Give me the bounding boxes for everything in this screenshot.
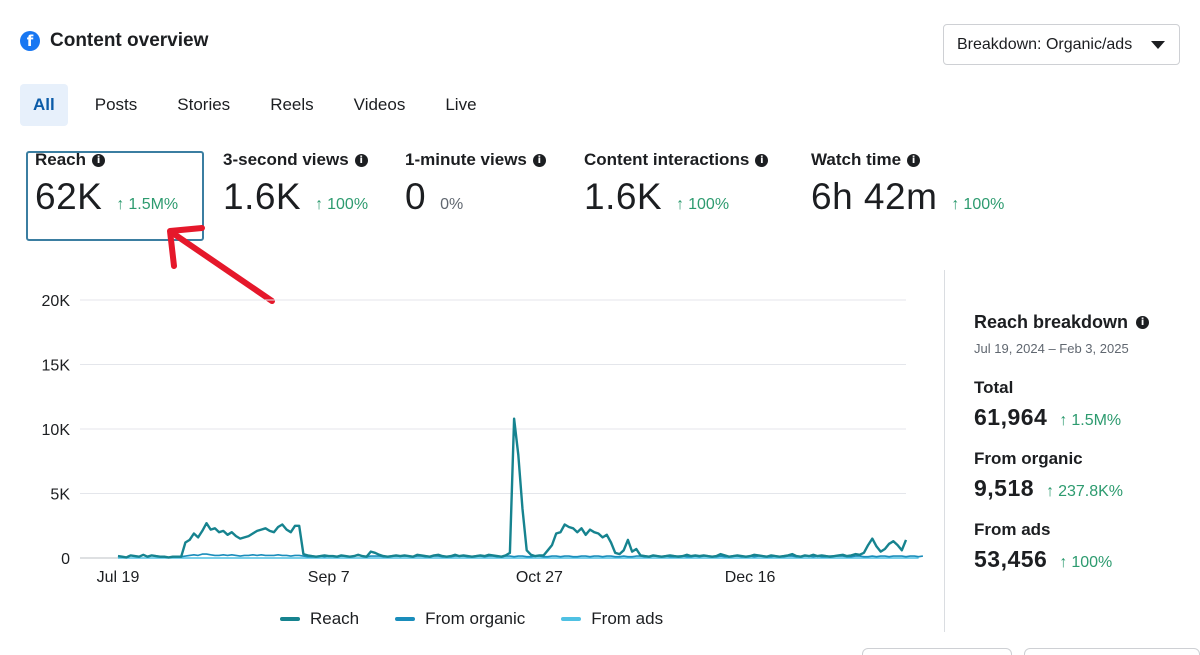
breakdown-dropdown[interactable]: Breakdown: Organic/ads <box>943 24 1180 65</box>
metric-value: 1.6K <box>223 176 302 217</box>
y-tick-label: 15K <box>42 358 71 375</box>
legend-label: Reach <box>310 609 360 628</box>
breakdown-organic: From organic 9,518 ↑ 237.8K% <box>974 449 1184 502</box>
reach-chart: 0 5K 10K 15K 20K Jul 19 Sep 7 Oct 27 Dec 16 <box>0 270 930 655</box>
legend-label: From organic <box>425 609 526 628</box>
metric-label: Reach <box>35 150 87 169</box>
metric-label: 1-minute views <box>405 150 527 169</box>
breakdown-ads: From ads 53,456 ↑ 100% <box>974 520 1184 573</box>
y-tick-label: 10K <box>42 422 71 439</box>
x-tick-label: Jul 19 <box>97 569 140 586</box>
x-tick-label: Dec 16 <box>725 569 776 586</box>
breakdown-delta: ↑ 1.5M% <box>1059 412 1121 430</box>
arrow-up-icon: ↑ <box>676 196 685 213</box>
breakdown-dropdown-label: Breakdown: Organic/ads <box>957 35 1133 53</box>
info-icon[interactable]: i <box>907 153 921 167</box>
y-tick-label: 5K <box>50 487 70 504</box>
tab-videos[interactable]: Videos <box>353 95 406 114</box>
metric-value: 0 <box>405 176 427 217</box>
breakdown-value: 9,518 <box>974 475 1035 501</box>
annotation-arrow-head <box>167 225 205 269</box>
metric-3-second-views[interactable]: 3-second views i 1.6K ↑ 100% <box>223 150 368 218</box>
info-icon[interactable]: i <box>755 153 769 167</box>
metric-delta-value: 100% <box>963 196 1005 213</box>
metric-value: 6h 42m <box>811 176 938 217</box>
info-icon[interactable]: i <box>92 153 106 167</box>
metric-value: 1.6K <box>584 176 663 217</box>
arrow-up-icon: ↑ <box>1059 554 1068 571</box>
metric-delta: ↑ 100% <box>315 196 368 214</box>
y-tick-label: 0 <box>61 551 70 568</box>
metric-delta: 0% <box>440 196 463 214</box>
metric-value: 62K <box>35 176 103 217</box>
content-type-tabs: All Posts Stories Reels Videos Live <box>20 84 504 126</box>
tab-stories[interactable]: Stories <box>177 95 231 114</box>
metric-delta: ↑ 100% <box>676 196 729 214</box>
x-tick-label: Oct 27 <box>516 569 563 586</box>
breakdown-label: From organic <box>974 449 1083 468</box>
metric-1-minute-views[interactable]: 1-minute views i 0 0% <box>405 150 546 218</box>
tab-posts[interactable]: Posts <box>94 95 138 114</box>
arrow-up-icon: ↑ <box>1059 412 1068 429</box>
breakdown-delta: ↑ 100% <box>1059 554 1112 572</box>
legend-item-from-ads[interactable]: From ads <box>561 609 663 629</box>
breakdown-delta-value: 100% <box>1071 554 1113 571</box>
legend-swatch <box>280 617 300 621</box>
metric-label: Content interactions <box>584 150 750 169</box>
metric-delta-value: 0% <box>440 196 464 213</box>
page-header: f Content overview <box>20 30 208 52</box>
legend-swatch <box>561 617 582 621</box>
y-tick-label: 20K <box>42 293 71 310</box>
legend-item-reach[interactable]: Reach <box>280 609 359 629</box>
metric-delta: ↑ 100% <box>951 196 1004 214</box>
breakdown-value: 53,456 <box>974 546 1048 572</box>
breakdown-delta: ↑ 237.8K% <box>1046 483 1123 501</box>
breakdown-total: Total 61,964 ↑ 1.5M% <box>974 378 1184 431</box>
metric-label: Watch time <box>811 150 902 169</box>
vertical-divider <box>944 270 945 632</box>
footer-button[interactable] <box>862 648 1012 655</box>
info-icon[interactable]: i <box>354 153 368 167</box>
legend-item-from-organic[interactable]: From organic <box>395 609 525 629</box>
reach-line-chart: 0 5K 10K 15K 20K Jul 19 Sep 7 Oct 27 Dec 16 <box>42 293 924 586</box>
arrow-up-icon: ↑ <box>116 196 125 213</box>
legend-label: From ads <box>591 609 664 628</box>
metric-watch-time[interactable]: Watch time i 6h 42m ↑ 100% <box>811 150 1004 218</box>
annotation-arrow-shaft <box>171 231 275 304</box>
caret-down-icon <box>1151 40 1165 49</box>
metric-delta: ↑ 1.5M% <box>116 196 178 214</box>
date-range: Jul 19, 2024 – Feb 3, 2025 <box>974 341 1129 356</box>
reach-breakdown-panel: Reach breakdown i Jul 19, 2024 – Feb 3, 2… <box>974 312 1184 573</box>
legend-swatch <box>395 617 416 621</box>
tab-live[interactable]: Live <box>445 95 477 114</box>
metric-content-interactions[interactable]: Content interactions i 1.6K ↑ 100% <box>584 150 769 218</box>
selected-metric-highlight[interactable] <box>26 151 204 241</box>
annotation-arrow-icon <box>167 225 275 304</box>
arrow-up-icon: ↑ <box>951 196 960 213</box>
breakdown-delta-value: 237.8K% <box>1058 483 1123 500</box>
tab-reels[interactable]: Reels <box>270 95 314 114</box>
metric-delta-value: 100% <box>327 196 369 213</box>
series-line-reach <box>117 417 908 559</box>
reach-breakdown-title: Reach breakdown <box>974 312 1129 332</box>
breakdown-label: From ads <box>974 520 1051 539</box>
arrow-up-icon: ↑ <box>315 196 324 213</box>
metric-delta-value: 1.5M% <box>128 196 179 213</box>
facebook-icon: f <box>20 31 40 51</box>
breakdown-value: 61,964 <box>974 404 1048 430</box>
tab-all[interactable]: All <box>20 84 68 126</box>
footer-button[interactable] <box>1024 648 1200 655</box>
breakdown-label: Total <box>974 378 1014 397</box>
info-icon[interactable]: i <box>1136 316 1150 329</box>
breakdown-delta-value: 1.5M% <box>1071 412 1122 429</box>
page-title: Content overview <box>50 30 209 51</box>
x-tick-label: Sep 7 <box>308 569 350 586</box>
metric-label: 3-second views <box>223 150 349 169</box>
chart-legend: Reach From organic From ads <box>280 609 663 629</box>
info-icon[interactable]: i <box>532 153 546 167</box>
metric-reach[interactable]: Reach i 62K ↑ 1.5M% <box>35 150 178 218</box>
arrow-up-icon: ↑ <box>1046 483 1055 500</box>
metric-delta-value: 100% <box>688 196 730 213</box>
